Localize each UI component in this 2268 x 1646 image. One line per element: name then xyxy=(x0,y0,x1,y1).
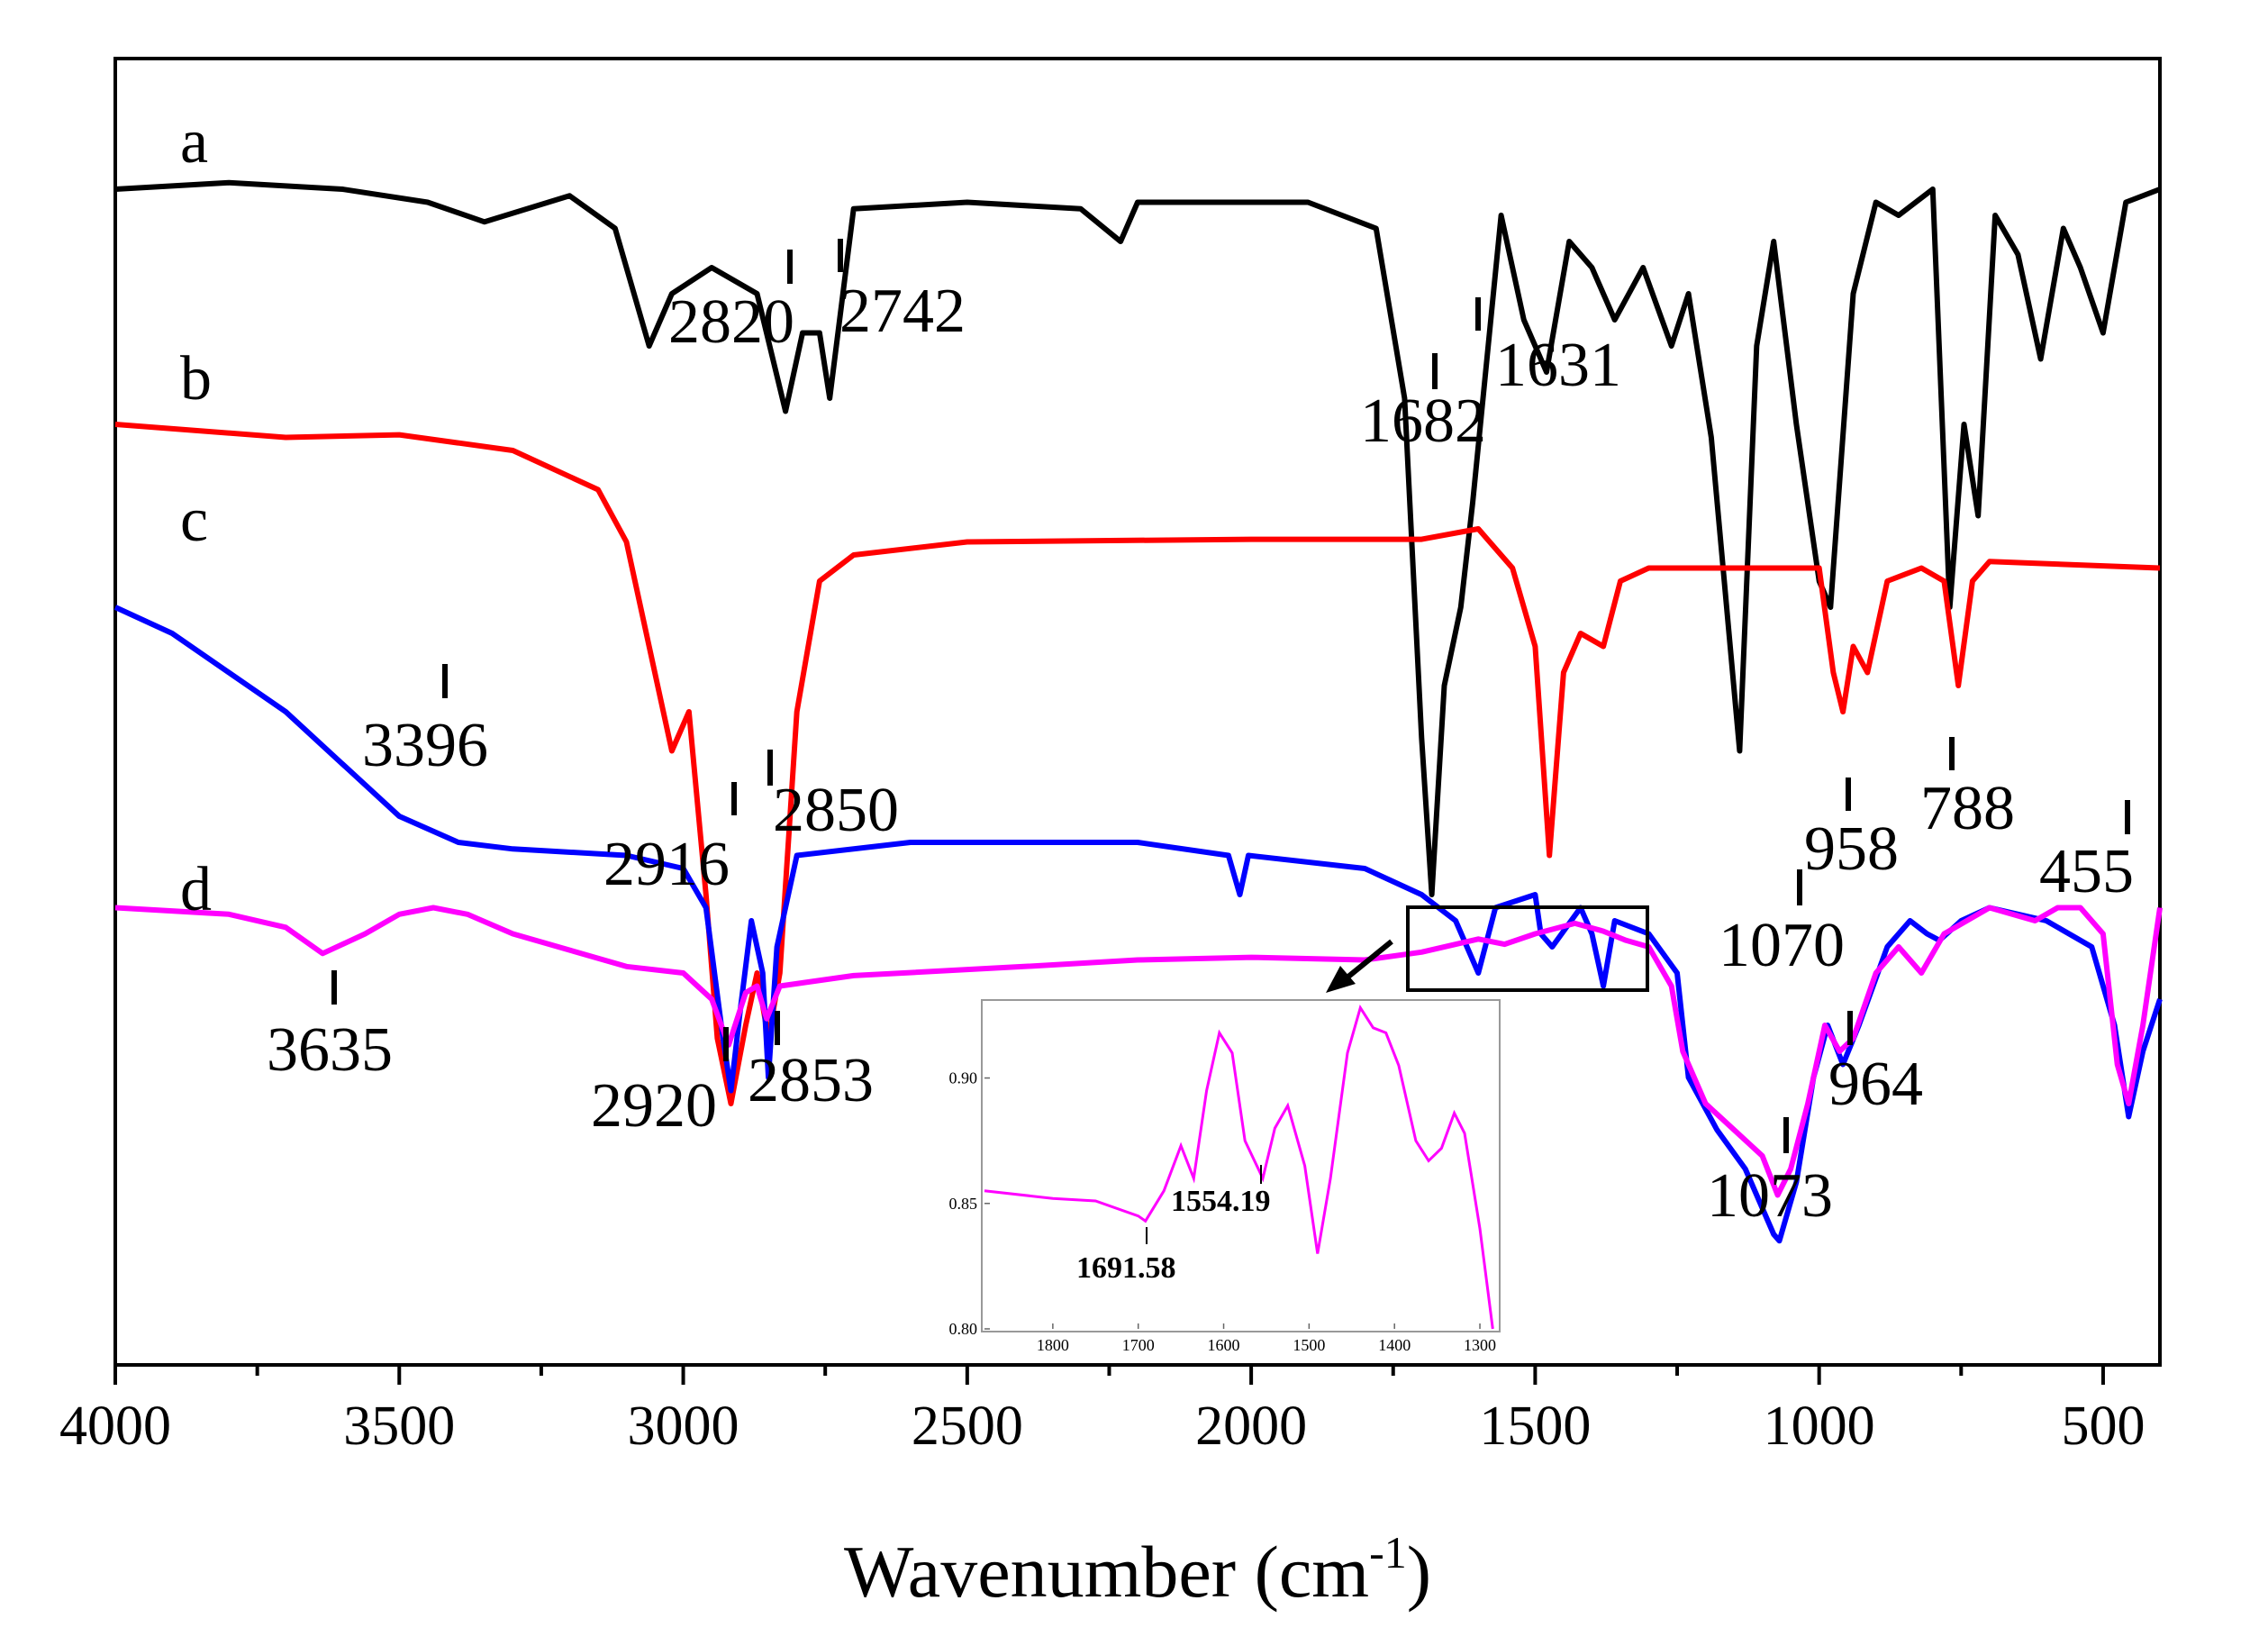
series-label-d: d xyxy=(180,855,212,924)
inset-x-tick-label: 1700 xyxy=(1122,1336,1155,1354)
x-tick-label: 3000 xyxy=(628,1396,739,1457)
series-layer xyxy=(113,179,2163,1244)
peak-label-c-788: 788 xyxy=(1920,774,2015,843)
inset-x-tick-label: 1600 xyxy=(1208,1336,1240,1354)
peak-label-c-2916: 2916 xyxy=(603,830,730,899)
x-tick-label: 2500 xyxy=(912,1396,1023,1457)
inset-frame xyxy=(981,999,1501,1332)
x-tick-label: 1000 xyxy=(1764,1396,1875,1457)
x-axis-title-close: ) xyxy=(1407,1531,1431,1613)
peak-label-c-3396: 3396 xyxy=(362,711,488,780)
peak-label-c-455: 455 xyxy=(2039,837,2134,906)
series-line-a xyxy=(114,179,2162,897)
zoom-region-box xyxy=(1406,905,1649,992)
series-label-a: a xyxy=(180,107,208,177)
inset-layer: 1800 1700 1600 1500 1400 1300 0.80 0.85 0.90 xyxy=(949,1004,1496,1354)
peak-label-c-958: 958 xyxy=(1804,814,1899,884)
inset-x-tick-label: 1300 xyxy=(1464,1336,1496,1354)
x-axis-title: Wavenumber (cm-1) xyxy=(844,1527,1431,1613)
plot-frame xyxy=(113,57,2162,1367)
inset-peak-label-1691: 1691.58 xyxy=(1076,1251,1176,1285)
zoom-arrow-head xyxy=(1326,966,1356,993)
peak-label-a-2742: 2742 xyxy=(839,277,966,346)
peak-label-d-1073: 1073 xyxy=(1707,1161,1833,1231)
inset-chart: 1800 1700 1600 1500 1400 1300 0.80 0.85 0.90 169… xyxy=(949,999,1501,1354)
x-tick-label: 1500 xyxy=(1479,1396,1591,1457)
x-axis-title-text: Wavenumber (cm xyxy=(844,1531,1369,1613)
inset-series-line xyxy=(984,1004,1494,1330)
inset-y-tick-label: 0.90 xyxy=(949,1069,978,1087)
inset-x-tick-label: 1800 xyxy=(1037,1336,1069,1354)
inset-x-tick-label: 1500 xyxy=(1293,1336,1325,1354)
peak-label-d-964: 964 xyxy=(1828,1050,1923,1119)
x-axis: 4000 3500 3000 2500 2000 1500 1000 500 xyxy=(59,1365,2145,1457)
inset-x-tick-label: 1400 xyxy=(1378,1336,1411,1354)
inset-y-tick-label: 0.80 xyxy=(949,1320,978,1338)
peak-label-a-2820: 2820 xyxy=(668,287,794,357)
peak-label-a-1682: 1682 xyxy=(1360,386,1486,456)
series-line-b xyxy=(114,422,2161,1106)
x-tick-label: 2000 xyxy=(1195,1396,1307,1457)
peak-label-c-2850: 2850 xyxy=(773,776,899,845)
peak-label-c-1070: 1070 xyxy=(1719,911,1845,980)
series-label-c: c xyxy=(180,486,208,555)
inset-y-tick-label: 0.85 xyxy=(949,1195,978,1213)
peak-label-d-2853: 2853 xyxy=(748,1046,874,1115)
x-axis-title-superscript: -1 xyxy=(1369,1527,1407,1578)
series-label-b: b xyxy=(180,344,212,414)
peak-label-d-3635: 3635 xyxy=(267,1015,393,1085)
x-tick-label: 3500 xyxy=(343,1396,455,1457)
peak-label-d-2920: 2920 xyxy=(591,1071,717,1141)
x-tick-label: 4000 xyxy=(59,1396,171,1457)
peak-ticks xyxy=(331,239,2130,1153)
series-line-c xyxy=(113,605,2163,1244)
peak-label-a-1631: 1631 xyxy=(1495,331,1621,400)
x-tick-label: 500 xyxy=(2061,1396,2145,1457)
zoom-arrow xyxy=(1342,939,1393,983)
series-line-d xyxy=(114,905,2163,1198)
inset-peak-label-1554: 1554.19 xyxy=(1171,1185,1271,1218)
